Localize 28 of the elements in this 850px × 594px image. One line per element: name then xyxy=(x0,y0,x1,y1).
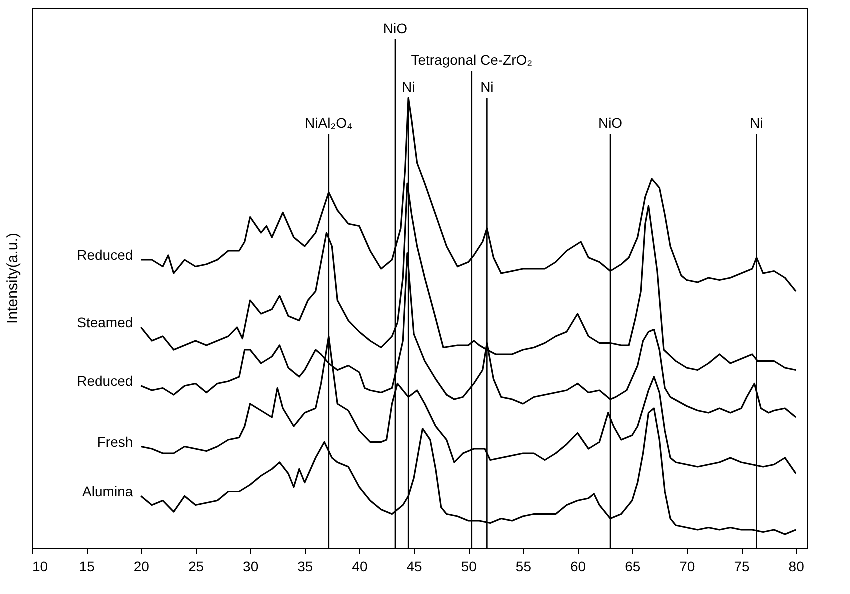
series-label: Alumina xyxy=(82,483,134,500)
ref-line-label: Tetragonal Ce-ZrO₂ xyxy=(411,52,533,68)
ref-line-label: NiO xyxy=(598,115,623,131)
ref-line-label: NiAl₂O₄ xyxy=(305,115,354,131)
ref-line-label: Ni xyxy=(480,79,494,95)
x-tick-label: 35 xyxy=(298,558,314,574)
ref-line-label: Ni xyxy=(750,115,764,131)
x-tick-label: 40 xyxy=(352,558,368,574)
series-label: Reduced xyxy=(77,247,134,263)
x-tick-label: 80 xyxy=(788,558,805,574)
series-label: Steamed xyxy=(77,314,134,330)
x-tick-label: 30 xyxy=(243,558,259,574)
series-label: Reduced xyxy=(77,373,134,389)
x-tick-label: 25 xyxy=(188,558,204,574)
x-tick-label: 50 xyxy=(461,558,478,574)
x-tick-label: 75 xyxy=(734,558,750,574)
x-tick-label: 15 xyxy=(79,558,96,574)
ref-line-label: NiO xyxy=(383,20,408,36)
x-tick-label: 20 xyxy=(134,558,150,574)
x-tick-label: 45 xyxy=(406,558,423,574)
series-label: Fresh xyxy=(97,434,134,450)
x-tick-label: 65 xyxy=(625,558,641,574)
x-tick-label: 55 xyxy=(516,558,532,574)
y-axis-title: Intensity(a.u.) xyxy=(4,233,22,324)
x-tick-label: 70 xyxy=(680,558,696,574)
x-tick-label: 10 xyxy=(32,558,48,574)
x-tick-label: 60 xyxy=(570,558,586,574)
ref-line-label: Ni xyxy=(402,79,416,95)
